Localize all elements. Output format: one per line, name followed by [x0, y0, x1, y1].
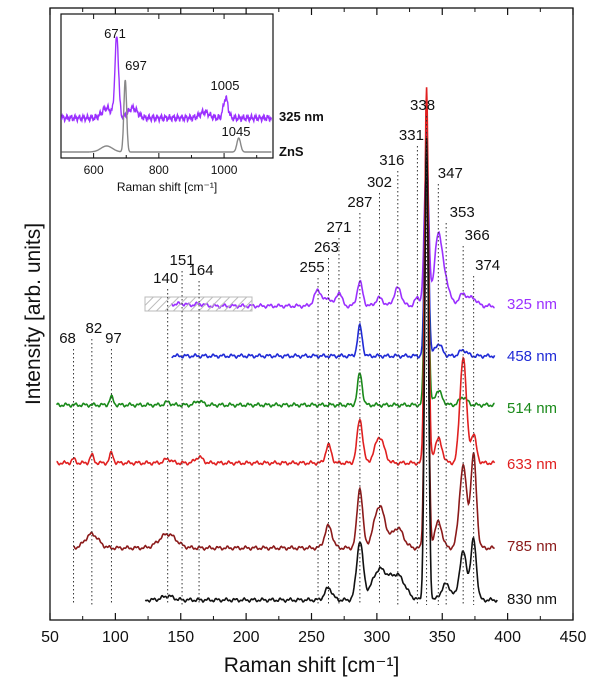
x-axis-label: Raman shift [cm⁻¹] [224, 654, 400, 677]
x-tick-label: 200 [233, 629, 260, 646]
x-tick-label: 350 [429, 629, 456, 646]
x-tick-label: 300 [364, 629, 391, 646]
series-label: 514 nm [507, 400, 557, 417]
inset-series-label: ZnS [279, 144, 304, 159]
x-tick-label: 150 [167, 629, 194, 646]
inset-peak-label: 697 [125, 58, 147, 73]
peak-label: 316 [379, 152, 404, 169]
peak-label: 374 [475, 257, 500, 274]
inset-series-label: 325 nm [279, 109, 324, 124]
inset-series-line [61, 36, 273, 125]
peak-label: 366 [465, 227, 490, 244]
inset-x-tick-label: 600 [84, 163, 104, 177]
peak-label: 302 [367, 174, 392, 191]
peak-label: 140 [153, 270, 178, 287]
hatched-region [144, 296, 253, 312]
series-label: 633 nm [507, 456, 557, 473]
peak-label: 68 [59, 330, 76, 347]
inset-x-axis-label: Raman shift [cm⁻¹] [117, 180, 217, 194]
inset-x-tick-label: 800 [149, 163, 169, 177]
series-line-458nm [171, 130, 496, 360]
inset-x-tick-label: 1000 [211, 163, 238, 177]
series-label: 785 nm [507, 538, 557, 555]
x-tick-label: 100 [102, 629, 129, 646]
series-line-633nm [56, 87, 496, 467]
inset-frame [60, 13, 274, 159]
peak-label: 287 [347, 194, 372, 211]
inset-peak-label: 1005 [211, 78, 240, 93]
peak-label: 271 [326, 219, 351, 236]
peak-label: 82 [85, 320, 102, 337]
peak-label: 338 [410, 97, 435, 114]
x-tick-label: 450 [560, 629, 587, 646]
peak-label: 255 [300, 259, 325, 276]
peak-label: 353 [450, 204, 475, 221]
series-label: 830 nm [507, 591, 557, 608]
peak-label: 97 [105, 330, 122, 347]
inset-peak-label: 671 [104, 26, 126, 41]
x-tick-label: 400 [494, 629, 521, 646]
inset-series-line [61, 79, 272, 153]
peak-label: 331 [399, 127, 424, 144]
x-tick-label: 50 [41, 629, 59, 646]
y-axis-label: Intensity [arb. units] [22, 223, 45, 405]
series-label: 458 nm [507, 348, 557, 365]
series-line-830nm [144, 138, 498, 604]
peak-label: 347 [438, 165, 463, 182]
peak-label: 151 [170, 252, 195, 269]
peak-label: 164 [189, 262, 214, 279]
main-plot: 50 100 150 200 250 300 350 400 450 Raman shift [c… [22, 7, 587, 677]
x-tick-label: 250 [298, 629, 325, 646]
inset-plot: 600 800 1000 Raman shift [cm⁻¹] 325 nm ZnS 671… [60, 13, 324, 194]
inset-peak-label: 1045 [222, 124, 251, 139]
series-label: 325 nm [507, 296, 557, 313]
peak-label: 263 [314, 239, 339, 256]
series-line-514nm [55, 137, 495, 409]
